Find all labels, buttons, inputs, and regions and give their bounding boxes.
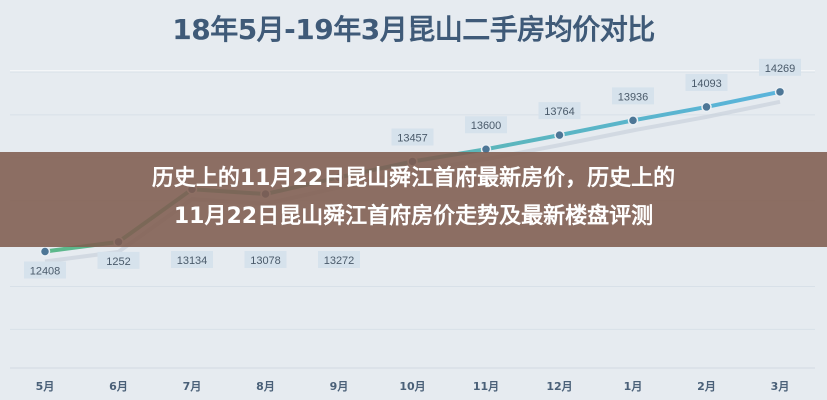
headline-line: 11月22日昆山舜江首府房价走势及最新楼盘评测 (173, 204, 654, 229)
headline-line: 历史上的11月22日昆山舜江首府最新房价，历史上的 (151, 166, 676, 191)
data-point (774, 86, 786, 98)
article-headline: 历史上的11月22日昆山舜江首府最新房价，历史上的 11月22日昆山舜江首府房价走… (0, 160, 827, 236)
data-point (39, 246, 51, 257)
article-banner (0, 152, 827, 247)
data-point (627, 115, 639, 126)
chart-title: 18年5月-19年3月昆山二手房均价对比 (172, 13, 655, 46)
data-point (701, 101, 712, 113)
data-point (554, 129, 565, 141)
